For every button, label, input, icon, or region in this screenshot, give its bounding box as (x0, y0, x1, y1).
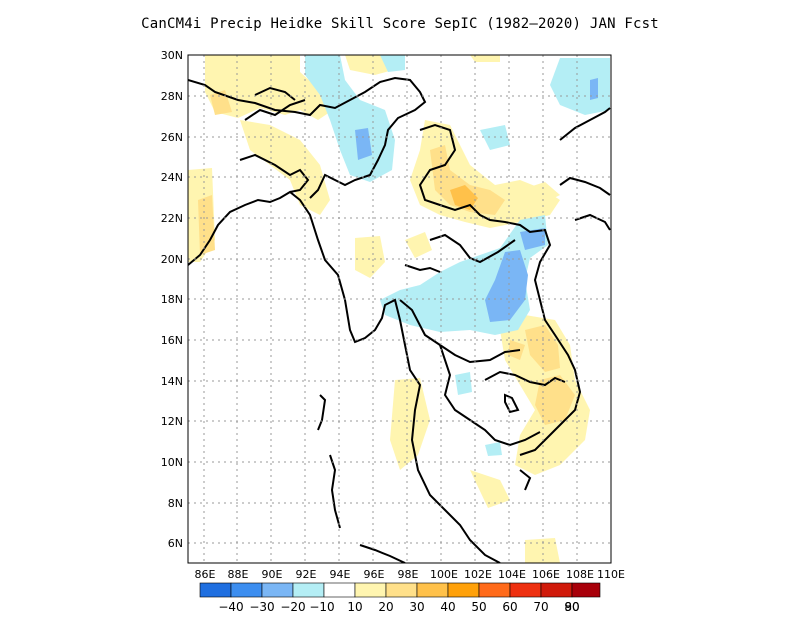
lat-tick-label: 16N (161, 334, 183, 347)
skill-field (188, 55, 610, 563)
map-frame (187, 54, 612, 564)
moderate-negative-areas (355, 78, 598, 322)
colorbar-swatch (540, 582, 573, 598)
colorbar-swatch (571, 582, 601, 598)
colorbar-label: −20 (280, 600, 305, 614)
lon-tick-label: 104E (498, 568, 526, 581)
colorbar-swatch (447, 582, 480, 598)
colorbar-labels: −40 −30 −20 −10 10 20 30 40 50 60 70 80 … (218, 600, 579, 614)
lon-tick-label: 102E (464, 568, 492, 581)
lon-tick-label: 94E (330, 568, 351, 581)
map-boundaries (188, 76, 611, 563)
lat-tick-label: 18N (161, 293, 183, 306)
colorbar-label: −40 (218, 600, 243, 614)
moderate-skill-areas (198, 90, 575, 425)
colorbar-swatch (261, 582, 294, 598)
lon-tick-label: 100E (430, 568, 458, 581)
colorbar-label: 80 (564, 600, 579, 614)
lon-tick-label: 106E (532, 568, 560, 581)
colorbar-swatch (230, 582, 263, 598)
lon-tick-label: 96E (364, 568, 385, 581)
lon-tick-label: 86E (195, 568, 216, 581)
colorbar (199, 582, 601, 598)
lon-tick-label: 98E (398, 568, 419, 581)
map-title: CanCM4i Precip Heidke Skill Score SepIC … (141, 16, 659, 32)
lat-tick-label: 10N (161, 456, 183, 469)
colorbar-label: −10 (309, 600, 334, 614)
colorbar-label: 60 (502, 600, 517, 614)
colorbar-label: 20 (378, 600, 393, 614)
lon-tick-label: 110E (597, 568, 625, 581)
lat-tick-label: 26N (161, 131, 183, 144)
colorbar-label: 30 (409, 600, 424, 614)
colorbar-label: 10 (347, 600, 362, 614)
lat-tick-label: 24N (161, 171, 183, 184)
higher-skill-areas (450, 185, 478, 210)
colorbar-swatch (354, 582, 387, 598)
colorbar-swatch (478, 582, 511, 598)
colorbar-label: −30 (249, 600, 274, 614)
lon-tick-label: 108E (566, 568, 594, 581)
lat-tick-label: 30N (161, 49, 183, 62)
lon-tick-label: 92E (296, 568, 317, 581)
lon-tick-label: 90E (262, 568, 283, 581)
lat-axis: 30N 28N 26N 24N 22N 20N 18N 16N 14N 12N … (161, 49, 183, 550)
colorbar-swatch (323, 582, 356, 598)
colorbar-swatch (509, 582, 542, 598)
lat-tick-label: 14N (161, 375, 183, 388)
lon-tick-label: 88E (228, 568, 249, 581)
lat-tick-label: 22N (161, 212, 183, 225)
grid-lines (188, 55, 611, 563)
colorbar-label: 50 (471, 600, 486, 614)
colorbar-swatch (385, 582, 418, 598)
colorbar-label: 40 (440, 600, 455, 614)
colorbar-swatch (199, 582, 232, 598)
lat-tick-label: 8N (168, 497, 183, 510)
lat-tick-label: 12N (161, 415, 183, 428)
colorbar-swatch (292, 582, 325, 598)
lat-tick-label: 28N (161, 90, 183, 103)
colorbar-label: 90 (564, 600, 579, 614)
colorbar-swatch (416, 582, 449, 598)
lat-tick-label: 20N (161, 253, 183, 266)
lat-tick-label: 6N (168, 537, 183, 550)
colorbar-label: 70 (533, 600, 548, 614)
lon-axis: 86E 88E 90E 92E 94E 96E 98E 100E 102E 10… (195, 568, 625, 581)
